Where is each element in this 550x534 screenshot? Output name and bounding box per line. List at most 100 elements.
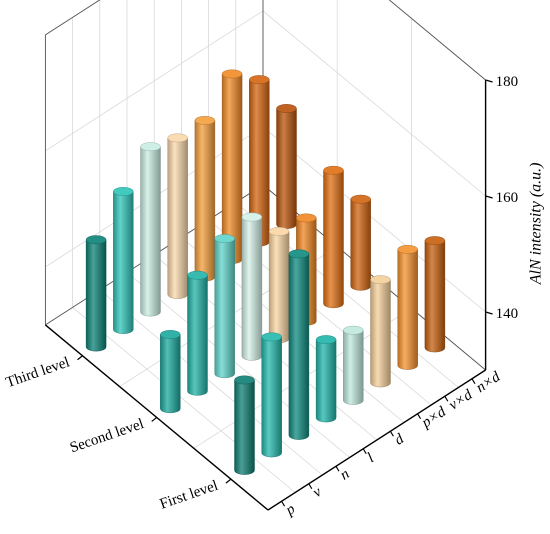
bar-body	[241, 216, 263, 361]
z-axis-title: AlN intensity (a.u.)	[528, 163, 545, 286]
bar-top	[140, 142, 161, 152]
bar-top	[113, 187, 134, 196]
bar-second-level-n×d	[350, 194, 371, 291]
bar-top	[323, 165, 344, 175]
bar-third-level-n×d	[276, 104, 297, 229]
bar-first-level-p	[234, 375, 255, 475]
bar-second-level-v×d	[323, 165, 344, 309]
y-tick-label: v×d	[446, 387, 475, 414]
bar-top	[261, 332, 282, 342]
bar-top	[194, 116, 216, 125]
bar-top	[424, 236, 446, 246]
floor-grid-line	[99, 289, 323, 476]
y-tick	[281, 500, 286, 507]
bar-second-level-p	[160, 330, 181, 414]
bar-body	[214, 238, 235, 379]
frame-edge	[388, 0, 486, 81]
bar-body	[350, 199, 371, 291]
bar-first-level-v×d	[397, 244, 418, 370]
bar-first-level-p×d	[370, 275, 391, 388]
bar-top	[187, 270, 208, 280]
bar-first-level-l	[315, 335, 337, 423]
y-tick	[335, 465, 340, 472]
bar-body	[343, 330, 364, 405]
y-tick-label: n×d	[473, 369, 503, 396]
bar-third-level-v	[113, 187, 134, 334]
bar-body	[397, 249, 418, 370]
bar-top	[343, 325, 364, 335]
bar-top	[160, 330, 181, 339]
z-tick-label: 180	[496, 74, 518, 90]
bar-top	[370, 275, 391, 285]
bar-top	[276, 104, 297, 113]
bar-body	[424, 240, 446, 353]
bar-top	[350, 194, 371, 204]
bar-third-level-l	[167, 133, 188, 299]
bar-second-level-n	[214, 234, 235, 379]
wall-grid-line	[262, 10, 486, 197]
bar-third-level-d	[194, 116, 216, 282]
wall-grid-line	[45, 10, 264, 152]
y-tick-label: v	[310, 484, 325, 501]
bar-body	[234, 379, 255, 475]
z-tick-label: 140	[496, 306, 518, 322]
x-tick-label: Second level	[68, 416, 146, 456]
y-tick	[471, 378, 476, 385]
y-tick-label: p×d	[418, 404, 449, 432]
bar-body	[276, 108, 297, 229]
bar-body	[167, 137, 188, 299]
y-tick-label: n	[337, 466, 352, 484]
bar-top	[288, 249, 310, 259]
bar-top	[167, 133, 188, 143]
bar-second-level-v	[187, 270, 208, 396]
bar-body	[268, 231, 290, 344]
floor-grid-line	[126, 272, 350, 458]
z-axis: 140 160 180 AlN intensity (a.u.)	[484, 74, 545, 370]
bar-top	[85, 235, 107, 245]
bar-body	[160, 334, 181, 414]
bar-third-level-v×d	[249, 75, 270, 247]
y-axis-line	[267, 369, 486, 511]
bar-first-level-v	[261, 332, 282, 458]
y-tick	[308, 483, 313, 490]
floor-grid-line	[72, 307, 296, 493]
bar-body	[194, 120, 216, 282]
bar-top	[221, 69, 243, 79]
x-tick	[151, 416, 158, 422]
frame-edge	[45, 0, 101, 36]
bar-top	[315, 335, 337, 344]
bar-first-level-d	[343, 325, 364, 405]
bar-top	[214, 234, 235, 243]
z-tick	[485, 311, 493, 315]
bar-third-level-p	[85, 235, 107, 352]
bar-first-level-n	[288, 249, 310, 440]
bar-top	[234, 375, 255, 385]
bar-top	[249, 75, 270, 85]
bar-second-level-l	[241, 212, 263, 361]
bar-top	[296, 213, 317, 223]
bar-body	[323, 170, 344, 309]
y-tick-label: d	[392, 431, 407, 449]
wall-grid-line	[262, 126, 486, 313]
y-tick-label: p	[282, 501, 298, 519]
z-tick-label: 160	[496, 190, 518, 206]
x-tick	[225, 478, 232, 484]
bar-body	[113, 191, 134, 334]
bar-first-level-n×d	[424, 236, 446, 353]
y-tick	[362, 448, 367, 455]
bar-top	[268, 226, 290, 236]
x-tick-label: First level	[158, 478, 220, 513]
bars	[85, 69, 446, 475]
bar-third-level-n	[140, 142, 161, 317]
x-tick-label: Third level	[4, 354, 72, 391]
y-tick	[389, 430, 394, 437]
bar-top	[397, 244, 418, 254]
z-tick	[485, 79, 493, 83]
bar-second-level-d	[268, 226, 290, 344]
y-tick	[444, 395, 449, 402]
bar-body	[370, 279, 391, 388]
x-tick	[77, 355, 83, 361]
bar-body	[140, 146, 161, 317]
y-tick	[417, 413, 422, 420]
